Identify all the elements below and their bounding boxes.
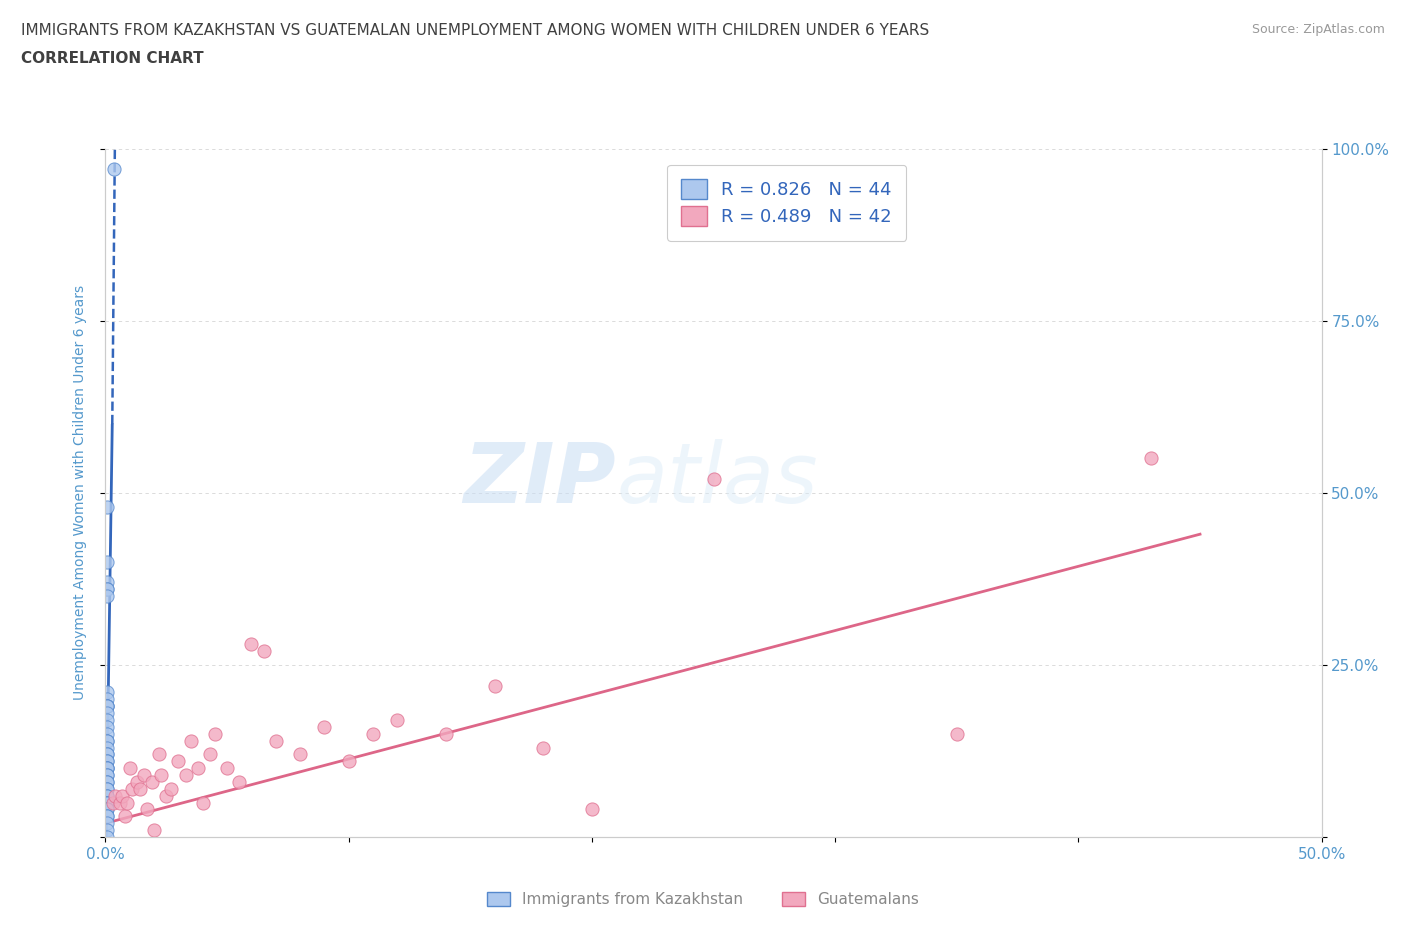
Legend: Immigrants from Kazakhstan, Guatemalans: Immigrants from Kazakhstan, Guatemalans [481,885,925,913]
Point [101,795,124,810]
Point [96,582,118,597]
Point [108,795,131,810]
Text: CORRELATION CHART: CORRELATION CHART [21,51,204,66]
Point [96,747,118,762]
Point [96,754,118,769]
Point [1140,451,1163,466]
Point [96,816,118,830]
Point [143,823,166,838]
Point [96,830,118,844]
Point [240,637,263,652]
Point [96,761,118,776]
Point [96,698,118,713]
Point [96,754,118,769]
Point [96,775,118,790]
Point [264,733,287,748]
Point [96,740,118,755]
Point [314,720,336,735]
Point [96,733,118,748]
Y-axis label: Unemployment Among Women with Children Under 6 years: Unemployment Among Women with Children U… [73,286,87,700]
Point [96,809,118,824]
Point [114,809,136,824]
Point [945,726,967,741]
Legend: R = 0.826   N = 44, R = 0.489   N = 42: R = 0.826 N = 44, R = 0.489 N = 42 [666,165,905,241]
Point [141,775,163,790]
Point [96,712,118,727]
Point [96,795,118,810]
Point [531,740,554,755]
Text: atlas: atlas [616,439,818,520]
Point [96,767,118,782]
Point [96,795,118,810]
Point [103,162,125,177]
Point [96,554,118,569]
Point [128,781,150,796]
Text: IMMIGRANTS FROM KAZAKHSTAN VS GUATEMALAN UNEMPLOYMENT AMONG WOMEN WITH CHILDREN : IMMIGRANTS FROM KAZAKHSTAN VS GUATEMALAN… [21,23,929,38]
Point [160,781,183,796]
Point [337,754,360,769]
Point [96,733,118,748]
Point [148,747,170,762]
Point [96,781,118,796]
Point [387,712,409,727]
Point [96,823,118,838]
Point [228,775,250,790]
Point [96,706,118,721]
Point [288,747,311,762]
Point [118,761,141,776]
Point [96,789,118,804]
Point [96,761,118,776]
Point [96,499,118,514]
Point [96,589,118,604]
Point [217,761,239,776]
Point [96,698,118,713]
Point [434,726,457,741]
Point [96,809,118,824]
Text: Source: ZipAtlas.com: Source: ZipAtlas.com [1251,23,1385,36]
Point [121,781,143,796]
Point [134,767,156,782]
Point [96,761,118,776]
Point [104,789,127,804]
Point [125,775,148,790]
Text: ZIP: ZIP [464,439,616,520]
Point [96,685,118,700]
Point [111,789,134,804]
Point [117,795,139,810]
Point [180,733,202,748]
Point [96,802,118,817]
Point [581,802,603,817]
Point [187,761,209,776]
Point [96,720,118,735]
Point [191,795,214,810]
Point [96,726,118,741]
Point [96,747,118,762]
Point [135,802,157,817]
Point [96,698,118,713]
Point [96,767,118,782]
Point [174,767,197,782]
Point [96,582,118,597]
Point [198,747,221,762]
Point [96,795,118,810]
Point [96,802,118,817]
Point [702,472,725,486]
Point [150,767,173,782]
Point [96,575,118,590]
Point [96,789,118,804]
Point [155,789,177,804]
Point [204,726,226,741]
Point [484,678,506,693]
Point [252,644,274,658]
Point [167,754,190,769]
Point [96,692,118,707]
Point [361,726,384,741]
Point [96,781,118,796]
Point [96,775,118,790]
